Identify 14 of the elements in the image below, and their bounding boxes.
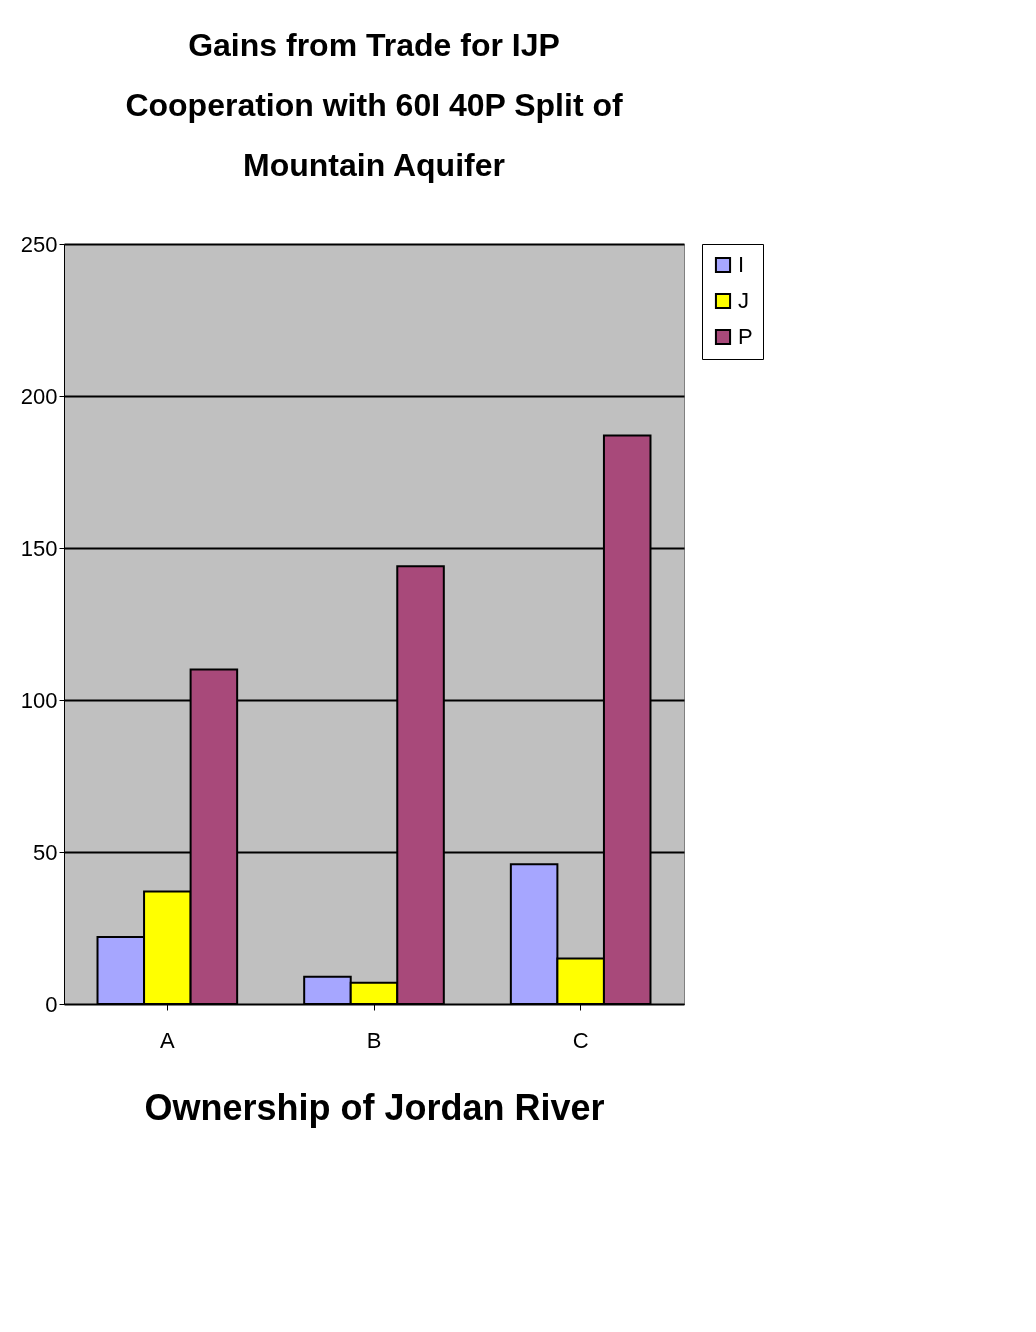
y-tick-label: 50 <box>33 839 58 865</box>
legend-label: I <box>738 252 745 277</box>
y-tick-label: 0 <box>45 991 58 1017</box>
y-tick-label: 100 <box>20 687 58 713</box>
y-tick-label: 150 <box>20 535 58 561</box>
x-tick-label: C <box>572 1027 589 1053</box>
x-tick-label: B <box>366 1027 382 1053</box>
legend-label: J <box>738 288 749 313</box>
y-tick-label: 250 <box>20 231 58 257</box>
x-axis-title: Ownership of Jordan River <box>144 1086 605 1128</box>
chart-title: Gains from Trade for IJP Cooperation with 60I 40P Split of Mountain Aquifer <box>125 27 623 183</box>
y-tick-label: 200 <box>20 383 58 409</box>
x-tick-label: A <box>159 1027 175 1053</box>
legend-label: P <box>738 324 753 349</box>
